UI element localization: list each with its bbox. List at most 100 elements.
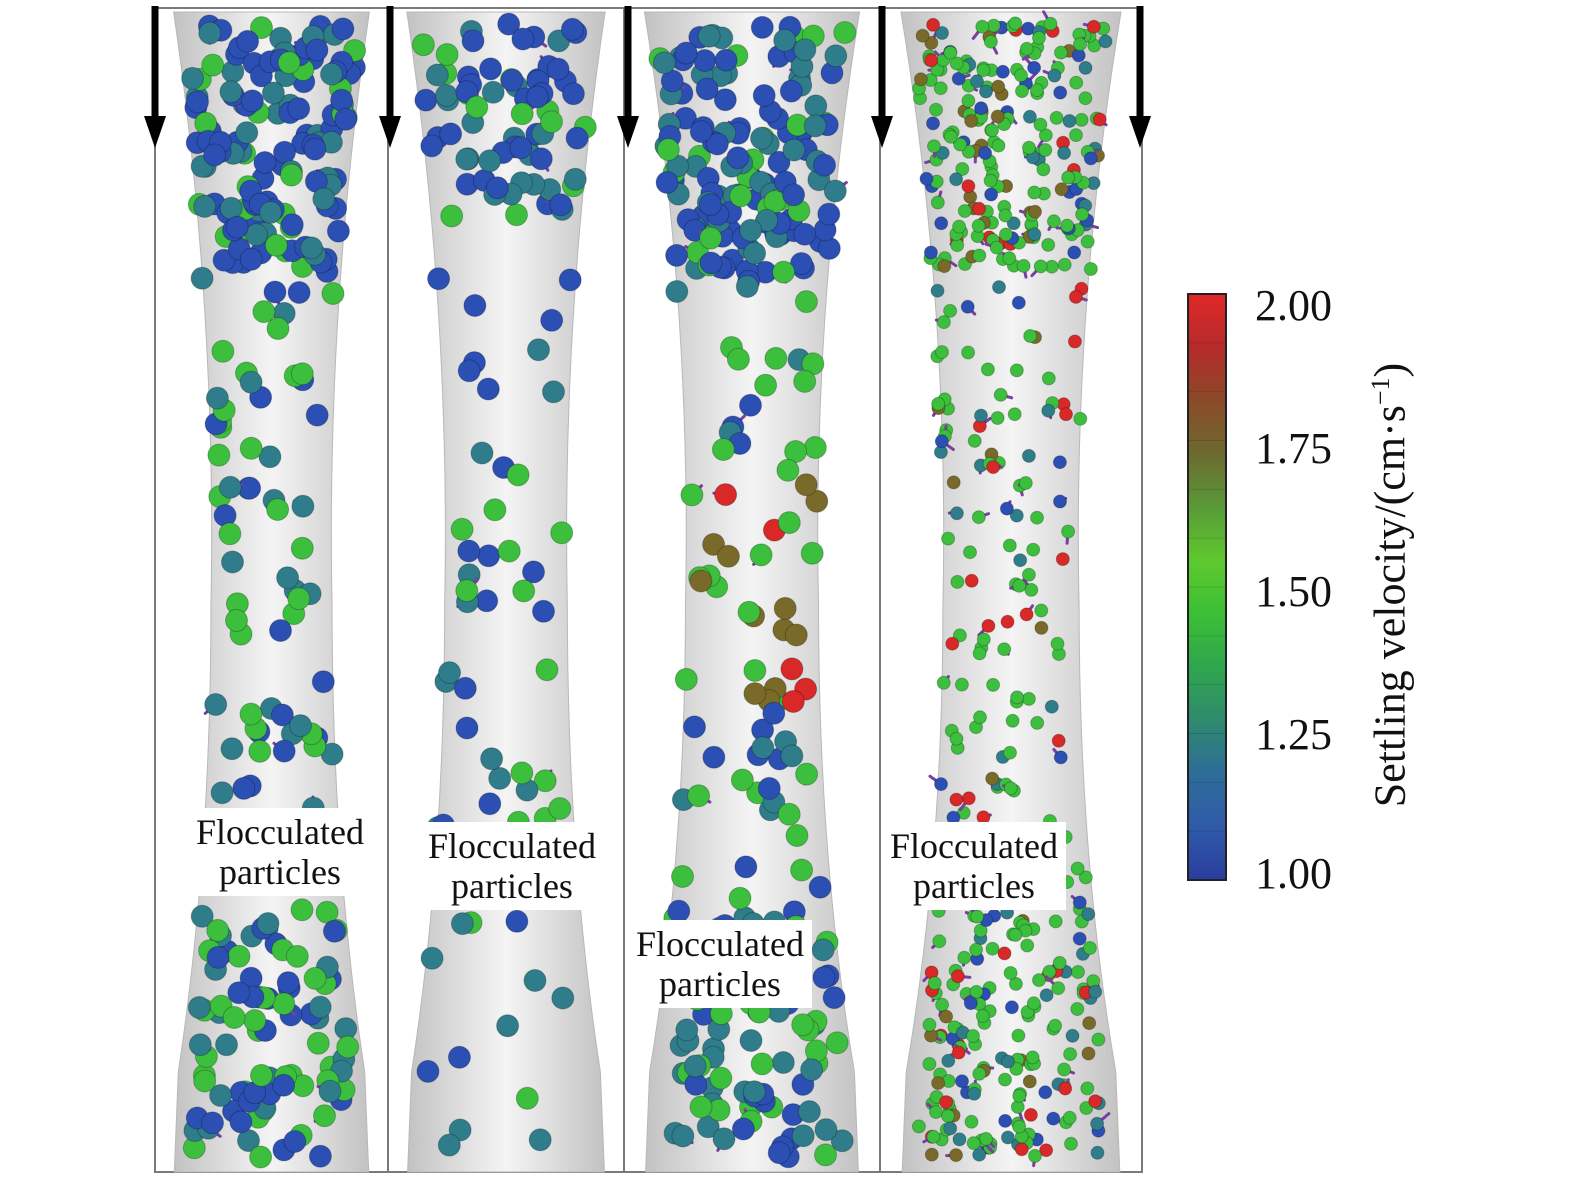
particle (1039, 1143, 1054, 1158)
particle (924, 53, 939, 68)
particle (1032, 30, 1046, 45)
particle (1078, 60, 1093, 75)
particle (674, 667, 698, 691)
particle (1002, 251, 1017, 266)
particle (209, 1084, 233, 1107)
particle (696, 1115, 720, 1139)
particle (984, 187, 999, 202)
particle (1051, 733, 1066, 748)
particle (737, 600, 761, 624)
particle (726, 347, 750, 371)
particle (930, 283, 945, 298)
panel-3-label: Flocculated particles (628, 920, 812, 1008)
particle (711, 438, 735, 461)
particle (563, 167, 587, 191)
particle (427, 267, 451, 291)
panel-4-label: Flocculated particles (882, 822, 1066, 910)
particle (1048, 1018, 1063, 1033)
particle (934, 434, 949, 449)
particle (1041, 371, 1056, 386)
particle (334, 107, 358, 131)
particle (425, 63, 449, 87)
particle (560, 17, 584, 41)
particle (1011, 295, 1026, 310)
particle (1069, 128, 1083, 143)
particle (926, 116, 940, 131)
particle (222, 1006, 246, 1029)
particle (776, 458, 800, 482)
particle (1034, 620, 1049, 635)
particle (276, 566, 300, 590)
particle (509, 136, 533, 160)
particle (794, 290, 818, 314)
particle (266, 498, 290, 521)
particle (712, 1127, 736, 1151)
particle (689, 120, 713, 143)
colorbar (1187, 293, 1227, 881)
particle (780, 657, 804, 681)
particle (1028, 1148, 1042, 1163)
particle (978, 146, 993, 160)
particle (777, 802, 801, 826)
particle (954, 677, 969, 692)
particle (793, 222, 817, 246)
particle (931, 396, 946, 411)
particle (1070, 861, 1085, 876)
particle (1046, 1111, 1061, 1126)
particle (743, 659, 767, 682)
particle (238, 476, 262, 500)
particle (990, 411, 1005, 425)
particle (985, 123, 999, 138)
particle (212, 248, 236, 272)
particle (193, 194, 217, 218)
particle (773, 596, 797, 620)
particle (927, 976, 942, 991)
down-arrow-icon (617, 6, 639, 148)
particle (1073, 411, 1088, 426)
particle (455, 579, 479, 603)
particle (922, 1057, 937, 1071)
particle (549, 193, 573, 217)
particle (961, 93, 976, 108)
particle (1030, 715, 1045, 730)
particle (955, 1074, 969, 1089)
particle (414, 88, 438, 112)
particle (1052, 455, 1067, 470)
particle (930, 62, 945, 77)
particle (757, 776, 781, 800)
panel-1-label-line2: particles (219, 852, 341, 892)
particle (270, 703, 294, 727)
particle (926, 1129, 941, 1144)
particle (1073, 37, 1087, 52)
particle (976, 63, 991, 78)
particle (1019, 607, 1034, 622)
particle (785, 824, 809, 847)
particle (784, 623, 808, 647)
particle (985, 771, 1000, 786)
particle (505, 203, 528, 227)
particle (1063, 1047, 1078, 1062)
particle (527, 338, 550, 362)
particle (932, 934, 947, 949)
panel-1 (173, 11, 370, 1173)
particle (455, 716, 479, 740)
particle (949, 731, 964, 746)
particle (705, 132, 729, 156)
particle (714, 483, 738, 507)
particle (971, 218, 986, 233)
particle (1078, 870, 1093, 885)
particle (190, 266, 214, 290)
particle (735, 275, 759, 298)
particle (671, 865, 694, 888)
particle (974, 101, 989, 116)
particle (1050, 636, 1065, 651)
particle (709, 1066, 733, 1090)
particle (1003, 745, 1017, 760)
particle (943, 1121, 958, 1136)
particle (1075, 207, 1090, 222)
particle (211, 339, 235, 363)
particle (969, 942, 984, 957)
particle (991, 79, 1006, 94)
particle (1057, 146, 1072, 160)
